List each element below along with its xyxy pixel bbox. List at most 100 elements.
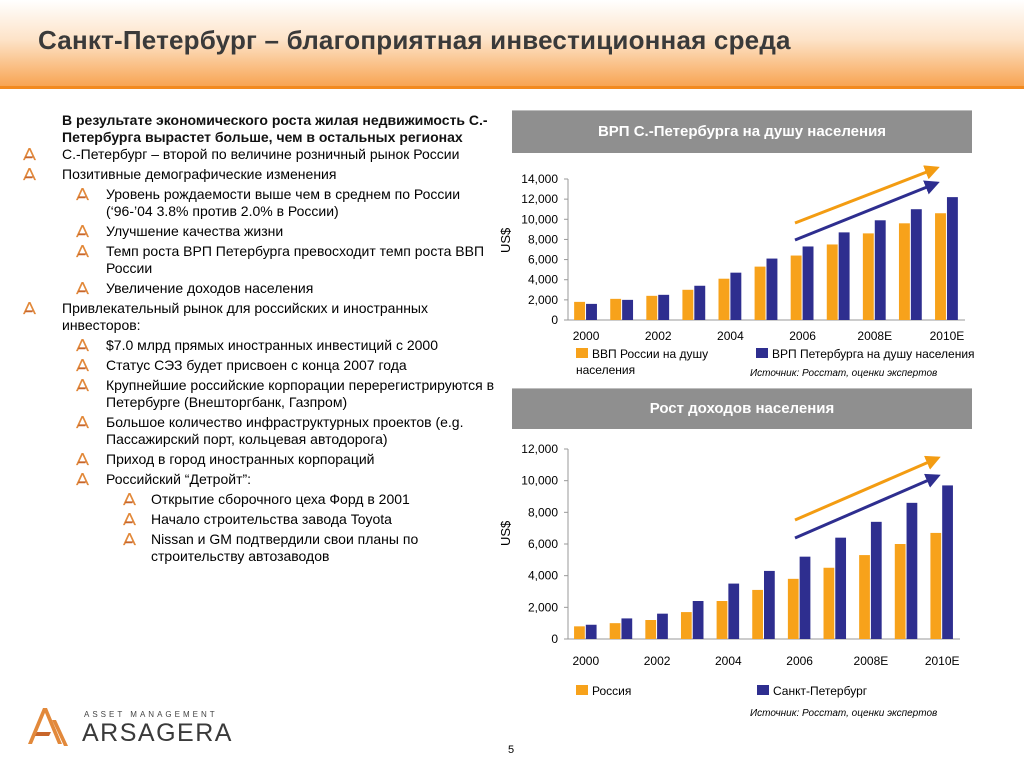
bar-series2 bbox=[802, 246, 814, 320]
bullet-item-level2: Крупнейшие российские корпорации перерег… bbox=[22, 377, 497, 411]
bar-series1 bbox=[935, 213, 946, 320]
bullet-item-level1: Привлекательный рынок для российских и и… bbox=[22, 300, 497, 334]
x-tick-label: 2004 bbox=[715, 654, 742, 668]
logo-tagline: ASSET MANAGEMENT bbox=[84, 710, 218, 719]
bar-series2 bbox=[838, 232, 850, 320]
bar-series2 bbox=[799, 556, 811, 639]
arsagera-bullet-icon bbox=[122, 492, 137, 506]
bar-series1 bbox=[718, 278, 730, 320]
lead-statement: В результате экономического роста жилая … bbox=[62, 112, 488, 145]
bullet-text: Статус СЭЗ будет присвоен с конца 2007 г… bbox=[106, 357, 407, 373]
bar-series2 bbox=[870, 521, 882, 639]
chart2-source: Источник: Росстат, оценки экспертов bbox=[750, 708, 938, 719]
y-tick-label: 0 bbox=[551, 632, 558, 646]
y-tick-label: 12,000 bbox=[521, 442, 558, 456]
bar-series1 bbox=[790, 255, 802, 320]
bar-series1 bbox=[754, 266, 766, 320]
bullet-item-level2: Темп роста ВРП Петербурга превосходит те… bbox=[22, 243, 497, 277]
bar-series1 bbox=[752, 589, 763, 639]
bar-series2 bbox=[728, 583, 740, 639]
bullet-text: Уровень рождаемости выше чем в среднем п… bbox=[106, 186, 461, 219]
x-tick-label: 2002 bbox=[644, 654, 671, 668]
y-tick-label: 2,000 bbox=[528, 293, 558, 307]
bar-series2 bbox=[946, 197, 958, 320]
arsagera-bullet-icon bbox=[75, 378, 90, 392]
arsagera-bullet-icon bbox=[122, 532, 137, 546]
x-tick-label: 2008E bbox=[857, 329, 892, 343]
bar-series1 bbox=[930, 532, 942, 639]
y-tick-label: 4,000 bbox=[528, 273, 558, 287]
bar-series2 bbox=[766, 258, 778, 320]
y-tick-label: 8,000 bbox=[528, 505, 558, 519]
bar-series2 bbox=[586, 303, 597, 320]
bullet-item-level3: Открытие сборочного цеха Форд в 2001 bbox=[22, 491, 497, 508]
arsagera-bullet-icon bbox=[75, 472, 90, 486]
bullet-text: Большое количество инфраструктурных прое… bbox=[106, 414, 464, 447]
bullet-text: Российский “Детройт”: bbox=[106, 471, 252, 487]
chart2-legend-item-2: Санкт-Петербург bbox=[757, 683, 867, 699]
bar-series2 bbox=[657, 613, 668, 639]
y-tick-label: 2,000 bbox=[528, 600, 558, 614]
bar-series1 bbox=[609, 623, 621, 639]
bullet-text: Nissan и GM подтвердили свои планы по ст… bbox=[151, 531, 419, 564]
bullet-text: Приход в город иностранных корпораций bbox=[106, 451, 375, 467]
arsagera-bullet-icon bbox=[75, 224, 90, 238]
y-tick-label: 6,000 bbox=[528, 253, 558, 267]
chart1-legend-item-2: ВРП Петербурга на душу населения bbox=[756, 346, 1024, 362]
bullet-text: Привлекательный рынок для российских и и… bbox=[62, 300, 428, 333]
bar-series1 bbox=[574, 626, 585, 639]
chart2-income-growth: 12,000 10,000 8,000 6,000 4,000 2,000 0 2000 200… bbox=[521, 442, 960, 668]
bar-series1 bbox=[680, 612, 692, 639]
bar-series2 bbox=[622, 299, 634, 320]
bar-series2 bbox=[692, 601, 704, 639]
bullet-item-level2: Приход в город иностранных корпораций bbox=[22, 451, 497, 468]
bullet-text: Темп роста ВРП Петербурга превосходит те… bbox=[106, 243, 485, 276]
arsagera-bullet-icon bbox=[75, 244, 90, 258]
bullet-item-level3: Nissan и GM подтвердили свои планы по ст… bbox=[22, 531, 497, 565]
bullet-item-level2: Статус СЭЗ будет присвоен с конца 2007 г… bbox=[22, 357, 497, 374]
bullet-text: С.-Петербург – второй по величине рознич… bbox=[62, 146, 460, 162]
bar-series1 bbox=[826, 244, 838, 320]
x-tick-label: 2004 bbox=[717, 329, 744, 343]
bar-series2 bbox=[658, 294, 670, 320]
arsagera-bullet-icon bbox=[22, 301, 37, 315]
chart2-header: Рост доходов населения bbox=[512, 388, 972, 429]
bar-series1 bbox=[716, 601, 728, 639]
y-tick-label: 8,000 bbox=[528, 232, 558, 246]
y-tick-label: 10,000 bbox=[521, 474, 558, 488]
bar-series1 bbox=[645, 620, 657, 639]
legend-swatch-navy bbox=[757, 685, 769, 695]
bar-series2 bbox=[730, 272, 742, 320]
y-tick-label: 14,000 bbox=[521, 172, 558, 186]
chart1-source: Источник: Росстат, оценки экспертов bbox=[750, 368, 938, 379]
bar-series1 bbox=[898, 223, 910, 320]
chart1-legend-item-1: ВВП России на душу населения bbox=[576, 347, 709, 377]
chart2-legend-item-1: Россия bbox=[576, 683, 631, 699]
bullet-item-level2: Большое количество инфраструктурных прое… bbox=[22, 414, 497, 448]
x-tick-label: 2010E bbox=[930, 329, 965, 343]
chart1-grp-per-capita: 14,000 12,000 10,000 8,000 6,000 4,000 2,000 0 2… bbox=[521, 165, 965, 343]
x-tick-label: 2000 bbox=[572, 654, 599, 668]
arsagera-emblem-icon bbox=[28, 708, 68, 746]
bullet-item-level2: Увеличение доходов населения bbox=[22, 280, 497, 297]
arsagera-bullet-icon bbox=[22, 167, 37, 181]
x-tick-label: 2002 bbox=[645, 329, 672, 343]
bar-series2 bbox=[764, 570, 775, 639]
bar-series2 bbox=[585, 624, 597, 639]
bullet-text: $7.0 млрд прямых иностранных инвестиций … bbox=[106, 337, 438, 353]
trend-arrow-navy bbox=[794, 180, 940, 242]
arsagera-bullet-icon bbox=[75, 415, 90, 429]
arsagera-bullet-icon bbox=[22, 147, 37, 161]
bullet-item-level2: Российский “Детройт”: bbox=[22, 471, 497, 488]
x-tick-label: 2006 bbox=[789, 329, 816, 343]
bullet-text: Открытие сборочного цеха Форд в 2001 bbox=[151, 491, 410, 507]
title-underline bbox=[0, 86, 1024, 89]
legend-swatch-orange bbox=[576, 348, 588, 358]
arsagera-bullet-icon bbox=[122, 512, 137, 526]
trend-arrow-orange bbox=[794, 165, 940, 225]
bullet-item-level2: Улучшение качества жизни bbox=[22, 223, 497, 240]
bar-series1 bbox=[823, 567, 835, 639]
chart1-ylabel: US$ bbox=[498, 227, 513, 253]
bar-series1 bbox=[862, 233, 874, 320]
bar-series2 bbox=[906, 502, 918, 639]
